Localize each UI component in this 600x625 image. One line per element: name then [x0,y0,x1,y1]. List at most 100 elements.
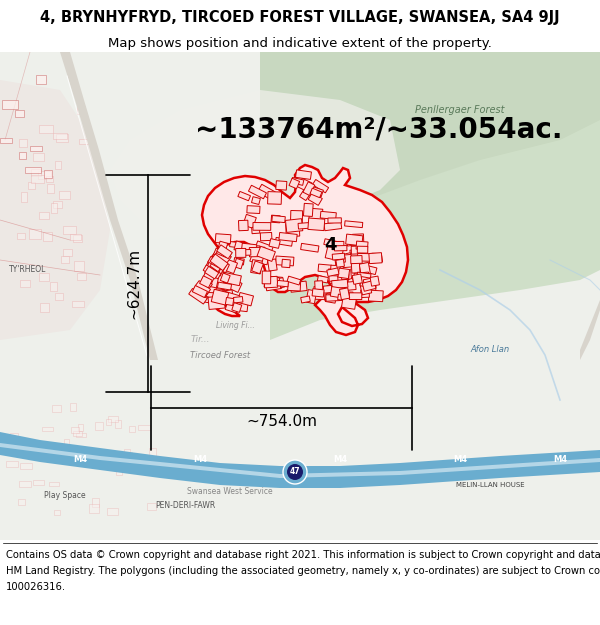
Bar [334,246,347,251]
Bar [233,296,243,303]
Bar [77,424,83,431]
Bar [220,258,238,274]
Bar [350,268,359,278]
Bar [332,282,341,289]
Bar [189,289,207,304]
Bar [340,278,356,292]
Bar [301,243,319,252]
Bar [202,271,215,284]
Bar [354,272,369,280]
Bar [29,229,41,239]
Bar [53,511,61,515]
Bar [344,221,363,228]
Bar [224,277,242,292]
Bar [207,262,221,273]
Bar [210,259,223,272]
Bar [217,241,227,252]
Bar [324,222,342,231]
Text: Tir...: Tir... [190,336,210,344]
Bar [31,169,41,176]
Bar [269,239,280,248]
Bar [326,294,343,301]
Bar [215,249,229,262]
Bar [309,208,323,219]
Bar [40,304,49,312]
Bar [304,203,313,216]
Bar [6,461,18,467]
Bar [290,211,302,223]
Bar [296,170,311,179]
Bar [73,236,82,242]
Bar [210,261,223,275]
Bar [308,218,325,231]
Bar [208,276,218,288]
Bar [203,276,216,287]
Bar [208,296,225,309]
Text: Swansea West Service: Swansea West Service [187,488,273,496]
Bar [272,216,285,222]
Bar [359,257,376,264]
Bar [286,223,300,237]
Bar [251,259,262,274]
Bar [248,185,266,199]
Text: Play Space: Play Space [44,491,86,499]
Bar [251,197,260,204]
Bar [325,294,337,303]
Polygon shape [270,52,600,340]
Bar [335,260,343,269]
Bar [253,222,271,231]
Bar [282,259,290,268]
Bar [332,241,344,250]
Bar [129,426,135,432]
Bar [212,291,224,301]
Bar [53,134,67,139]
Bar [250,251,265,265]
Bar [325,294,332,301]
Bar [107,508,118,514]
Polygon shape [0,432,600,488]
Bar [264,276,278,288]
Bar [299,190,310,201]
Bar [310,188,322,198]
Bar [372,253,380,259]
Text: Tircoed Forest: Tircoed Forest [190,351,250,359]
Text: M4: M4 [193,456,207,464]
Bar [63,249,71,256]
Text: ~754.0m: ~754.0m [246,414,317,429]
Bar [115,420,121,428]
Bar [279,232,297,242]
Bar [303,182,315,196]
Text: 47: 47 [290,468,301,476]
Bar [196,281,211,294]
Bar [205,266,219,279]
Bar [362,281,376,291]
Bar [77,272,86,281]
Bar [322,289,329,299]
Polygon shape [60,52,158,360]
Bar [34,152,44,161]
Bar [121,452,131,457]
Bar [359,281,372,295]
Bar [77,106,85,114]
Bar [369,253,382,264]
Bar [323,286,332,293]
Polygon shape [0,443,600,478]
Bar [313,287,331,300]
Bar [19,152,26,159]
Text: 4, BRYNHYFRYD, TIRCOED FOREST VILLAGE, SWANSEA, SA4 9JJ: 4, BRYNHYFRYD, TIRCOED FOREST VILLAGE, S… [40,11,560,26]
Bar [17,232,25,239]
Bar [350,256,362,264]
Bar [215,234,231,244]
Text: ~624.7m: ~624.7m [127,248,142,319]
Bar [230,241,240,248]
Bar [309,186,323,197]
Bar [225,303,238,313]
Bar [363,278,376,289]
Text: M4: M4 [453,456,467,464]
Bar [362,275,372,286]
Bar [192,286,208,298]
Bar [251,227,260,234]
Bar [149,448,156,456]
Bar [257,184,275,200]
Bar [277,281,289,287]
